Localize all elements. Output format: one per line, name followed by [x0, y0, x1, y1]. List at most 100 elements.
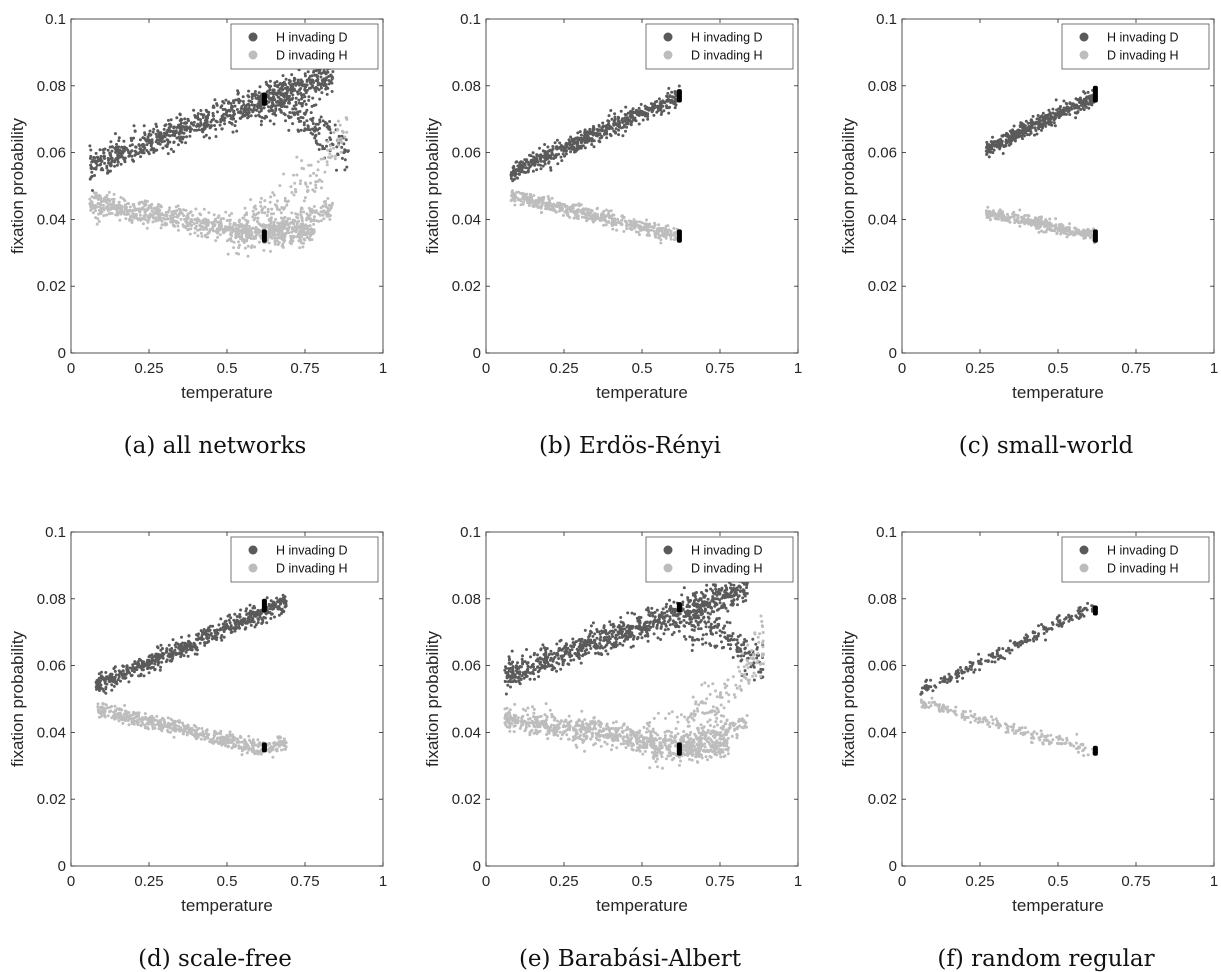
data-point — [89, 208, 93, 212]
data-point — [185, 135, 188, 139]
data-point — [156, 659, 160, 663]
data-point — [650, 225, 654, 229]
data-point — [312, 205, 316, 208]
data-point — [218, 628, 222, 632]
data-point — [122, 139, 126, 143]
legend-label: H invading D — [276, 31, 348, 45]
data-point — [302, 121, 306, 125]
data-point — [153, 211, 156, 215]
data-point — [307, 216, 311, 220]
data-point — [199, 213, 203, 217]
data-point — [162, 139, 166, 143]
data-point — [249, 246, 253, 249]
data-point — [256, 95, 260, 99]
data-point — [113, 159, 117, 162]
x-tick-label: 0.5 — [217, 360, 238, 377]
data-point — [138, 213, 142, 217]
data-point — [151, 130, 155, 134]
data-point — [189, 219, 193, 223]
data-point — [317, 219, 321, 223]
data-point — [336, 153, 340, 157]
data-point — [253, 94, 257, 98]
data-point — [312, 222, 316, 226]
data-point — [553, 141, 557, 145]
data-point — [272, 193, 276, 197]
data-point — [572, 141, 576, 144]
data-point — [235, 108, 239, 111]
data-point — [617, 121, 621, 125]
data-point — [625, 125, 629, 129]
data-point — [1005, 140, 1009, 143]
data-point — [229, 616, 233, 620]
data-point — [312, 171, 316, 175]
data-point — [670, 233, 674, 237]
data-point — [95, 687, 98, 691]
data-point — [661, 104, 665, 108]
data-point — [1048, 217, 1052, 221]
data-point — [150, 666, 154, 669]
data-point — [550, 196, 554, 200]
data-point — [584, 216, 588, 219]
data-point — [258, 106, 262, 110]
data-point — [279, 98, 283, 102]
data-point — [272, 88, 276, 92]
data-point — [1031, 220, 1035, 224]
data-point — [228, 214, 231, 217]
data-point — [669, 101, 673, 104]
data-point — [321, 79, 325, 83]
data-point — [240, 230, 244, 234]
data-point — [209, 120, 213, 124]
data-point — [1074, 116, 1078, 120]
data-point — [246, 254, 250, 258]
data-point — [90, 195, 94, 199]
data-point — [182, 121, 186, 125]
data-point — [1085, 231, 1088, 235]
data-point — [254, 114, 258, 118]
data-point — [125, 211, 129, 215]
data-point — [118, 218, 122, 222]
legend-label: D invading H — [276, 49, 348, 63]
data-point — [619, 109, 623, 113]
data-point — [119, 679, 122, 683]
data-point — [102, 203, 105, 207]
data-point — [223, 107, 227, 111]
data-point — [307, 163, 311, 167]
data-point — [302, 93, 306, 97]
data-point — [621, 134, 625, 138]
data-point — [139, 672, 143, 676]
data-point — [634, 119, 638, 123]
data-point — [117, 139, 121, 143]
data-point — [524, 171, 527, 174]
data-point — [610, 224, 614, 227]
data-point — [310, 74, 314, 78]
data-point — [161, 656, 165, 660]
data-point — [237, 252, 241, 256]
data-point — [309, 233, 313, 237]
data-point — [629, 223, 633, 227]
data-point — [176, 143, 180, 147]
data-point — [581, 211, 585, 215]
data-point — [110, 672, 114, 676]
data-point — [239, 225, 243, 229]
data-point — [625, 116, 629, 120]
data-point — [165, 131, 169, 135]
data-point — [279, 101, 283, 104]
data-point — [1029, 118, 1033, 122]
data-point — [297, 98, 301, 102]
data-point — [319, 219, 323, 223]
data-point — [122, 210, 126, 214]
data-point — [228, 120, 232, 124]
data-point — [667, 111, 671, 115]
data-point — [607, 123, 611, 127]
data-point — [259, 123, 263, 127]
data-point — [565, 141, 568, 145]
data-point — [328, 74, 332, 78]
data-point — [311, 116, 315, 120]
data-point — [285, 203, 289, 207]
data-point — [113, 164, 117, 168]
data-point — [263, 211, 267, 215]
data-point — [313, 73, 317, 77]
data-point — [121, 664, 125, 668]
data-point — [669, 237, 673, 241]
data-point — [115, 142, 118, 146]
